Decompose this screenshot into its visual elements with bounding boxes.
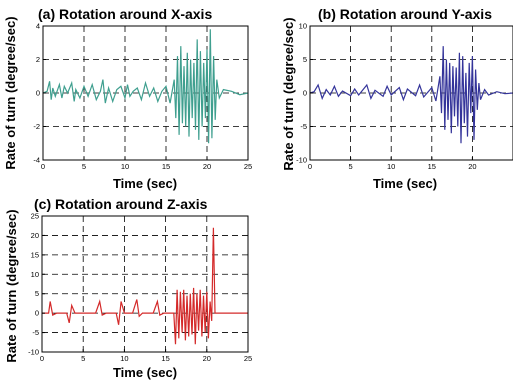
panel-b-series-line bbox=[309, 46, 513, 144]
panel-b-xtick-label-4: 20 bbox=[468, 162, 476, 171]
panel-c-xtick-label-1: 5 bbox=[81, 354, 85, 363]
panel-b-ytick-label-4: 10 bbox=[299, 22, 307, 31]
panel-b-ytick-label-3: 5 bbox=[303, 55, 307, 64]
panel-c-ytick-label-1: -5 bbox=[32, 328, 39, 337]
panel-c-xtick-label-5: 25 bbox=[244, 354, 252, 363]
panel-a-xtick-label-1: 5 bbox=[82, 162, 86, 171]
panel-a-ytick-label-4: 4 bbox=[36, 22, 40, 31]
panel-a-ytick-label-0: -4 bbox=[33, 156, 40, 165]
panel-c-frame bbox=[41, 215, 249, 353]
panel-a-xlabel: Time (sec) bbox=[113, 176, 177, 191]
panel-c-ytick-label-2: 0 bbox=[35, 309, 39, 318]
panel-a-ticks: 0 5 10 15 20 25 -4 -2 0 2 4 bbox=[33, 22, 252, 172]
panel-a-xtick-label-3: 15 bbox=[162, 162, 170, 171]
panel-b: Rate of turn (degree/sec) (b) Rotation a… bbox=[281, 6, 513, 191]
panel-c-ytick-label-6: 20 bbox=[31, 231, 39, 240]
panel-c-ylabel: Rate of turn (degree/sec) bbox=[4, 209, 19, 362]
panel-a-ytick-label-2: 0 bbox=[36, 89, 40, 98]
panel-b-xtick-label-2: 10 bbox=[387, 162, 395, 171]
panel-b-ticks: 0 5 10 15 20 -10 -5 0 5 10 bbox=[296, 22, 476, 172]
panel-c-ticks: 0 5 10 15 20 25 -10 -5 0 5 10 15 20 25 bbox=[28, 212, 252, 364]
panel-b-ytick-label-1: -5 bbox=[300, 122, 307, 131]
panel-a-xtick-label-0: 0 bbox=[41, 162, 45, 171]
panel-c-xtick-label-4: 20 bbox=[203, 354, 211, 363]
panel-b-ylabel: Rate of turn (degree/sec) bbox=[281, 17, 296, 170]
panel-b-ytick-label-2: 0 bbox=[303, 89, 307, 98]
panel-b-ytick-label-0: -10 bbox=[296, 156, 307, 165]
panel-c-ytick-label-0: -10 bbox=[28, 348, 39, 357]
panel-a-xtick-label-4: 20 bbox=[203, 162, 211, 171]
panel-c-xtick-label-0: 0 bbox=[40, 354, 44, 363]
panel-a-xtick-label-5: 25 bbox=[244, 162, 252, 171]
panel-c: Rate of turn (degree/sec) (c) Rotation a… bbox=[4, 196, 252, 380]
panel-a-xtick-label-2: 10 bbox=[121, 162, 129, 171]
panel-b-xtick-label-3: 15 bbox=[428, 162, 436, 171]
panel-b-title: (b) Rotation around Y-axis bbox=[318, 6, 492, 22]
panel-b-xlabel: Time (sec) bbox=[373, 176, 437, 191]
panel-a-series-line bbox=[42, 29, 249, 144]
panel-c-ytick-label-7: 25 bbox=[31, 212, 39, 221]
panel-c-title: (c) Rotation around Z-axis bbox=[34, 196, 208, 212]
panel-c-grid bbox=[42, 216, 248, 352]
panel-c-ytick-label-5: 15 bbox=[31, 250, 39, 259]
panel-c-ytick-label-4: 10 bbox=[31, 270, 39, 279]
panel-c-xtick-label-3: 15 bbox=[161, 354, 169, 363]
panel-a-ytick-label-3: 2 bbox=[36, 55, 40, 64]
panel-a-title: (a) Rotation around X-axis bbox=[38, 6, 212, 22]
panel-c-series-line bbox=[42, 227, 248, 345]
panel-a-grid bbox=[43, 26, 248, 160]
panel-a-ytick-label-1: -2 bbox=[33, 122, 40, 131]
panel-a-ylabel: Rate of turn (degree/sec) bbox=[3, 16, 18, 169]
panel-b-xtick-label-1: 5 bbox=[349, 162, 353, 171]
panel-c-ytick-label-3: 5 bbox=[35, 289, 39, 298]
panel-b-xtick-label-0: 0 bbox=[308, 162, 312, 171]
panel-c-xlabel: Time (sec) bbox=[113, 365, 177, 380]
panel-c-xtick-label-2: 10 bbox=[120, 354, 128, 363]
panel-a: (a) Rotation around X-axis 0 5 10 15 20 25-4-… bbox=[3, 6, 252, 191]
